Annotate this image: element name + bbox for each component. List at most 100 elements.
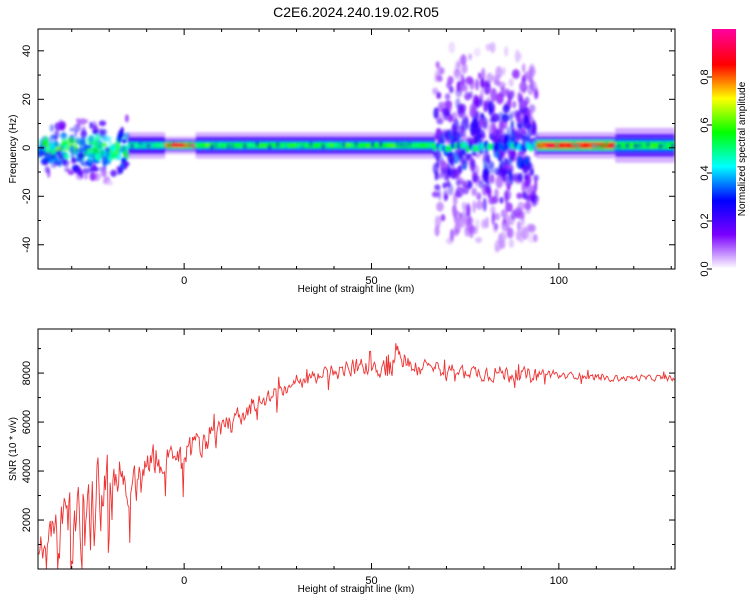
spectrogram-texture — [403, 143, 408, 148]
spectrogram-blob — [482, 197, 487, 212]
colorbar-band — [712, 255, 736, 258]
spectrogram-blob — [62, 158, 70, 168]
spectrogram-blob — [434, 184, 441, 191]
spectrogram-blob — [485, 43, 492, 51]
colorbar-band — [712, 149, 736, 152]
spectrogram-blob — [84, 173, 88, 180]
colorbar-band — [712, 209, 736, 212]
colorbar-ticks: 0.0 0.2 0.4 0.6 0.8 — [699, 69, 712, 277]
spectrogram-blob — [457, 105, 465, 119]
colorbar-band — [712, 217, 736, 220]
spectrogram-blob — [77, 167, 82, 177]
spectrogram-texture — [654, 143, 659, 148]
spectrogram-blob — [478, 129, 486, 138]
spectrogram-texture — [534, 142, 539, 147]
snr-xtick-label: 50 — [365, 575, 377, 587]
colorbar-band — [712, 133, 736, 136]
spectrogram-blob — [65, 153, 71, 159]
spectrogram-blob — [442, 106, 451, 121]
colorbar-band — [712, 245, 736, 248]
spectrogram-texture — [308, 142, 313, 147]
colorbar-band — [712, 259, 736, 262]
spectrogram-blob — [508, 78, 514, 87]
colorbar-band — [712, 105, 736, 108]
spectrogram-blob — [491, 113, 500, 123]
spectrogram-blob — [125, 114, 129, 123]
spectrogram-texture — [234, 142, 239, 147]
colorbar-band — [712, 73, 736, 76]
colorbar-band — [712, 187, 736, 190]
spectrogram-blob — [87, 155, 94, 163]
spectrogram-texture — [579, 142, 584, 147]
spectrogram-blob — [60, 132, 67, 140]
spectrogram-blob — [69, 127, 75, 132]
spectrogram-blob — [468, 53, 472, 61]
spectrogram-texture — [399, 142, 404, 148]
spectrogram-blob — [507, 114, 513, 121]
spectrogram-texture — [246, 142, 252, 147]
spectrogram-texture — [670, 143, 675, 148]
spectrogram-blob — [70, 151, 75, 161]
spectrogram-blob — [497, 111, 505, 123]
colorbar-band — [712, 229, 736, 232]
spectrogram-texture — [353, 142, 359, 147]
spectrogram-blob — [93, 163, 97, 171]
colorbar-band — [712, 43, 736, 46]
colorbar-band — [712, 239, 736, 242]
spectrogram-blob — [106, 180, 114, 186]
spectrogram-blob — [42, 161, 49, 166]
spectrogram-blob — [490, 88, 497, 102]
spectrogram-ytick-label: -40 — [21, 237, 33, 253]
spectrogram-blob — [489, 42, 496, 54]
spectrogram-blob — [116, 134, 122, 144]
colorbar-band — [712, 223, 736, 226]
colorbar-band — [712, 113, 736, 116]
colorbar-band — [712, 167, 736, 170]
spectrogram-blob — [517, 133, 524, 141]
spectrogram-blob — [469, 159, 475, 168]
spectrogram-texture — [275, 142, 280, 148]
spectrogram-blob — [505, 202, 513, 213]
spectrogram-ytick-label: 0 — [21, 145, 33, 151]
spectrogram-blob — [443, 189, 448, 202]
spectrogram-blob — [436, 117, 444, 125]
spectrogram-blob — [121, 138, 127, 144]
spectrogram-texture — [662, 142, 667, 147]
spectrogram-blob — [44, 135, 48, 145]
colorbar-band — [712, 251, 736, 254]
spectrogram-xtick-label: 100 — [550, 275, 568, 287]
colorbar-band — [712, 69, 736, 72]
spectrogram-blob — [494, 223, 499, 231]
spectrogram-texture — [213, 143, 219, 148]
spectrogram-blob — [40, 150, 48, 157]
spectrogram-texture — [279, 143, 285, 149]
spectrogram-blob — [451, 124, 457, 136]
spectrogram-texture — [583, 142, 588, 147]
spectrogram-texture — [550, 143, 555, 149]
spectrogram-blob — [434, 215, 442, 228]
spectrogram-blob — [467, 180, 473, 190]
spectrogram-texture — [158, 142, 164, 148]
spectrogram-texture — [637, 143, 642, 148]
spectrogram-blob — [110, 169, 117, 177]
spectrogram-blob — [67, 170, 75, 175]
colorbar-band — [712, 119, 736, 122]
colorbar-tick-label: 0.8 — [699, 69, 711, 84]
spectrogram-texture — [649, 144, 655, 149]
spectrogram-texture — [259, 143, 264, 148]
spectrogram-blob — [449, 228, 455, 242]
spectrogram-texture — [250, 143, 256, 148]
colorbar-band — [712, 115, 736, 118]
spectrogram-texture — [575, 143, 580, 149]
spectrogram-texture — [554, 142, 560, 147]
spectrogram-texture — [407, 142, 412, 147]
spectrogram-texture — [333, 142, 338, 148]
colorbar-band — [712, 261, 736, 264]
spectrogram-blob — [522, 63, 526, 73]
spectrogram-blob — [480, 77, 485, 89]
spectrogram-blob — [77, 152, 85, 159]
spectrogram-blob — [444, 93, 451, 100]
spectrogram-blob — [460, 54, 467, 66]
snr-ticks: 0 50 100 2000 4000 6000 8000 — [21, 329, 675, 587]
spectrogram-texture — [666, 143, 671, 149]
